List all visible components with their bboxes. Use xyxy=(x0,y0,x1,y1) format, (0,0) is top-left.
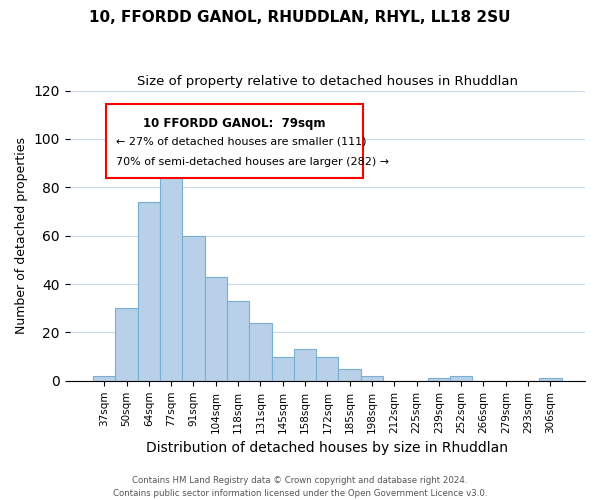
Text: ← 27% of detached houses are smaller (111): ← 27% of detached houses are smaller (11… xyxy=(116,137,367,147)
Bar xyxy=(272,356,294,381)
Bar xyxy=(93,376,115,381)
Bar xyxy=(115,308,137,381)
FancyBboxPatch shape xyxy=(106,104,364,178)
Bar xyxy=(539,378,562,381)
Text: 10, FFORDD GANOL, RHUDDLAN, RHYL, LL18 2SU: 10, FFORDD GANOL, RHUDDLAN, RHYL, LL18 2… xyxy=(89,10,511,25)
Bar xyxy=(182,236,205,381)
Title: Size of property relative to detached houses in Rhuddlan: Size of property relative to detached ho… xyxy=(137,75,518,88)
Bar xyxy=(160,151,182,381)
Bar xyxy=(338,368,361,381)
Bar xyxy=(428,378,450,381)
X-axis label: Distribution of detached houses by size in Rhuddlan: Distribution of detached houses by size … xyxy=(146,441,508,455)
Bar xyxy=(450,376,472,381)
Bar xyxy=(227,301,249,381)
Bar xyxy=(294,350,316,381)
Bar xyxy=(205,277,227,381)
Bar xyxy=(249,323,272,381)
Bar xyxy=(316,356,338,381)
Text: 10 FFORDD GANOL:  79sqm: 10 FFORDD GANOL: 79sqm xyxy=(143,116,326,130)
Bar xyxy=(137,202,160,381)
Bar xyxy=(361,376,383,381)
Y-axis label: Number of detached properties: Number of detached properties xyxy=(15,137,28,334)
Text: 70% of semi-detached houses are larger (282) →: 70% of semi-detached houses are larger (… xyxy=(116,158,389,168)
Text: Contains HM Land Registry data © Crown copyright and database right 2024.
Contai: Contains HM Land Registry data © Crown c… xyxy=(113,476,487,498)
